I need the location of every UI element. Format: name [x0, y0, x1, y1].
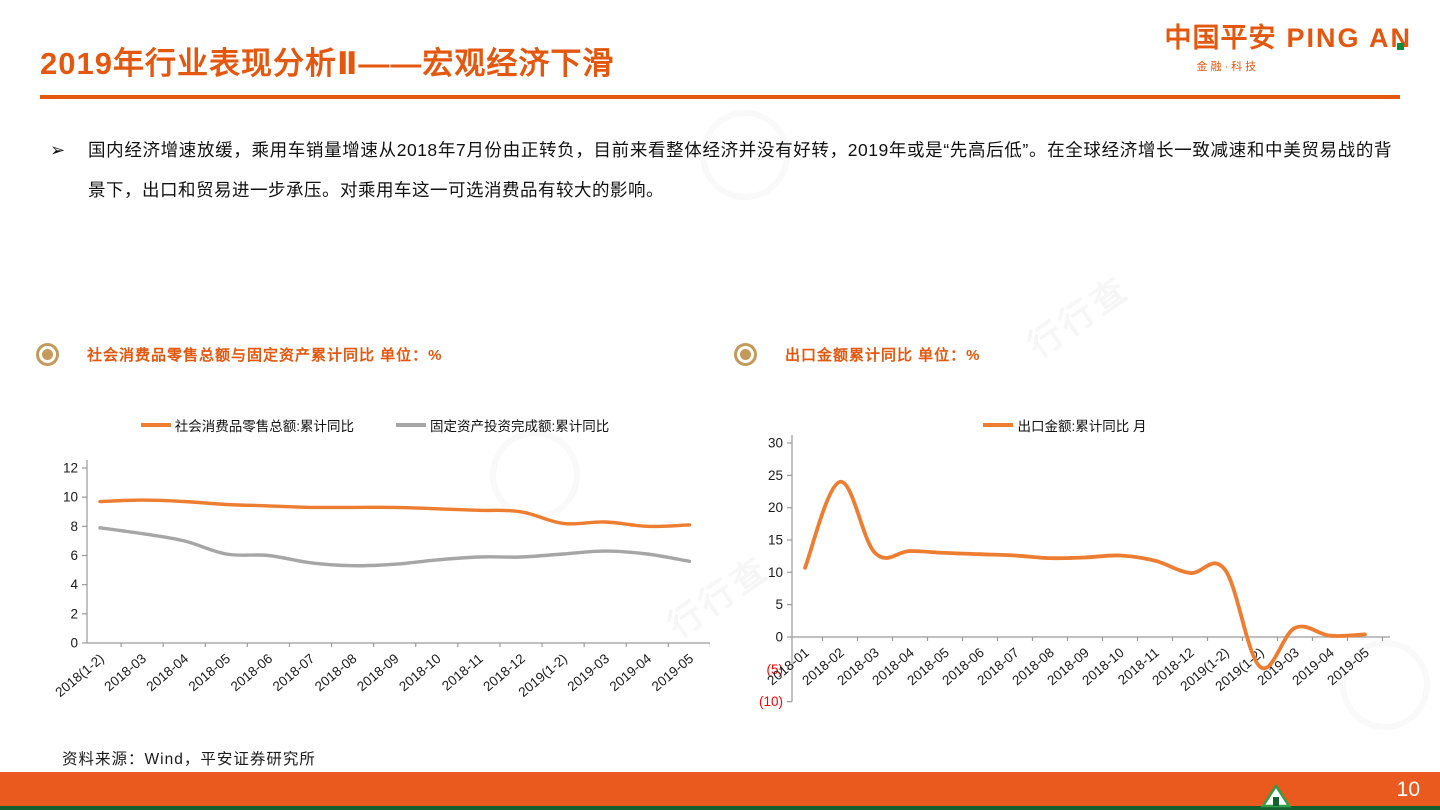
- svg-text:0: 0: [70, 636, 78, 651]
- logo-text-cn: 中国平安: [1164, 23, 1277, 53]
- svg-text:2019-05: 2019-05: [649, 651, 697, 694]
- right-chart-legend: 出口金额:累计同比 月: [740, 415, 1390, 435]
- left-chart-title: 社会消费品零售总额与固定资产累计同比 单位：%: [87, 347, 443, 364]
- watermark-text: 行行查: [1021, 269, 1137, 366]
- legend-swatch-orange: [983, 423, 1014, 427]
- legend-item: 社会消费品零售总额:累计同比: [140, 415, 354, 435]
- ring-bullet-icon: [36, 343, 59, 366]
- svg-text:2018-06: 2018-06: [228, 651, 276, 694]
- bullet-arrow-icon: ➢: [50, 140, 66, 160]
- legend-item: 固定资产投资完成额:累计同比: [396, 415, 609, 435]
- source-note: 资料来源：Wind，平安证券研究所: [62, 751, 316, 768]
- svg-text:2018(1-2): 2018(1-2): [52, 651, 106, 700]
- svg-text:2018-07: 2018-07: [270, 651, 318, 694]
- legend-swatch-orange: [140, 423, 171, 427]
- footer-pingan-mark: [1260, 784, 1292, 808]
- legend-label: 固定资产投资完成额:累计同比: [430, 419, 610, 434]
- svg-text:2: 2: [70, 606, 78, 621]
- page-number: 10: [1396, 778, 1420, 801]
- left-chart-legend: 社会消费品零售总额:累计同比 固定资产投资完成额:累计同比: [40, 415, 710, 435]
- svg-text:5: 5: [775, 597, 783, 612]
- svg-text:10: 10: [63, 490, 78, 505]
- svg-text:25: 25: [768, 468, 783, 483]
- svg-text:4: 4: [70, 577, 78, 592]
- svg-text:2019-03: 2019-03: [565, 651, 613, 694]
- right-chart-title: 出口金额累计同比 单位：%: [785, 347, 981, 364]
- svg-text:2018-10: 2018-10: [396, 651, 444, 694]
- svg-text:2019-04: 2019-04: [607, 650, 655, 694]
- svg-text:12: 12: [63, 461, 78, 476]
- left-chart-header: 社会消费品零售总额与固定资产累计同比 单位：%: [36, 343, 443, 366]
- title-divider: [40, 95, 1400, 99]
- svg-text:2018-08: 2018-08: [312, 651, 360, 694]
- logo-text-en: PING AN: [1286, 23, 1412, 53]
- svg-text:20: 20: [768, 500, 783, 515]
- page-title: 2019年行业表现分析Ⅱ——宏观经济下滑: [40, 46, 615, 81]
- ring-bullet-icon: [734, 343, 757, 366]
- logo-subtitle: 金融·科技: [1196, 61, 1260, 73]
- svg-text:30: 30: [768, 436, 783, 451]
- bullet-paragraph: ➢ 国内经济增速放缓，乘用车销量增速从2018年7月份由正转负，目前来看整体经济…: [42, 130, 1392, 210]
- svg-text:2018-05: 2018-05: [186, 651, 234, 694]
- svg-text:2018-11: 2018-11: [439, 651, 486, 694]
- legend-item: 出口金额:累计同比 月: [983, 415, 1147, 435]
- retail-fai-line-chart: 0246810122018(1-2)2018-032018-042018-052…: [52, 460, 710, 700]
- svg-text:15: 15: [768, 533, 783, 548]
- svg-text:2018-03: 2018-03: [101, 651, 149, 694]
- svg-text:0: 0: [775, 630, 783, 645]
- svg-text:8: 8: [70, 519, 78, 534]
- legend-label: 出口金额:累计同比 月: [1017, 419, 1147, 434]
- svg-text:6: 6: [70, 548, 78, 563]
- svg-text:10: 10: [768, 565, 783, 580]
- logo-green-square: [1397, 43, 1404, 50]
- svg-text:2018-04: 2018-04: [144, 650, 192, 694]
- right-chart-header: 出口金额累计同比 单位：%: [734, 343, 981, 366]
- svg-text:2018-09: 2018-09: [354, 651, 402, 694]
- svg-text:(5): (5): [767, 662, 784, 677]
- pingan-logo: 中国平安 PING AN 金融·科技: [1164, 16, 1412, 74]
- footer-bar: [0, 772, 1440, 810]
- export-growth-line-chart: 302520151050(5)(10)2018-012018-022018-03…: [759, 435, 1390, 709]
- legend-swatch-gray: [396, 423, 426, 427]
- svg-text:(10): (10): [759, 694, 783, 709]
- bullet-text: 国内经济增速放缓，乘用车销量增速从2018年7月份由正转负，目前来看整体经济并没…: [88, 140, 1392, 200]
- legend-label: 社会消费品零售总额:累计同比: [174, 419, 354, 434]
